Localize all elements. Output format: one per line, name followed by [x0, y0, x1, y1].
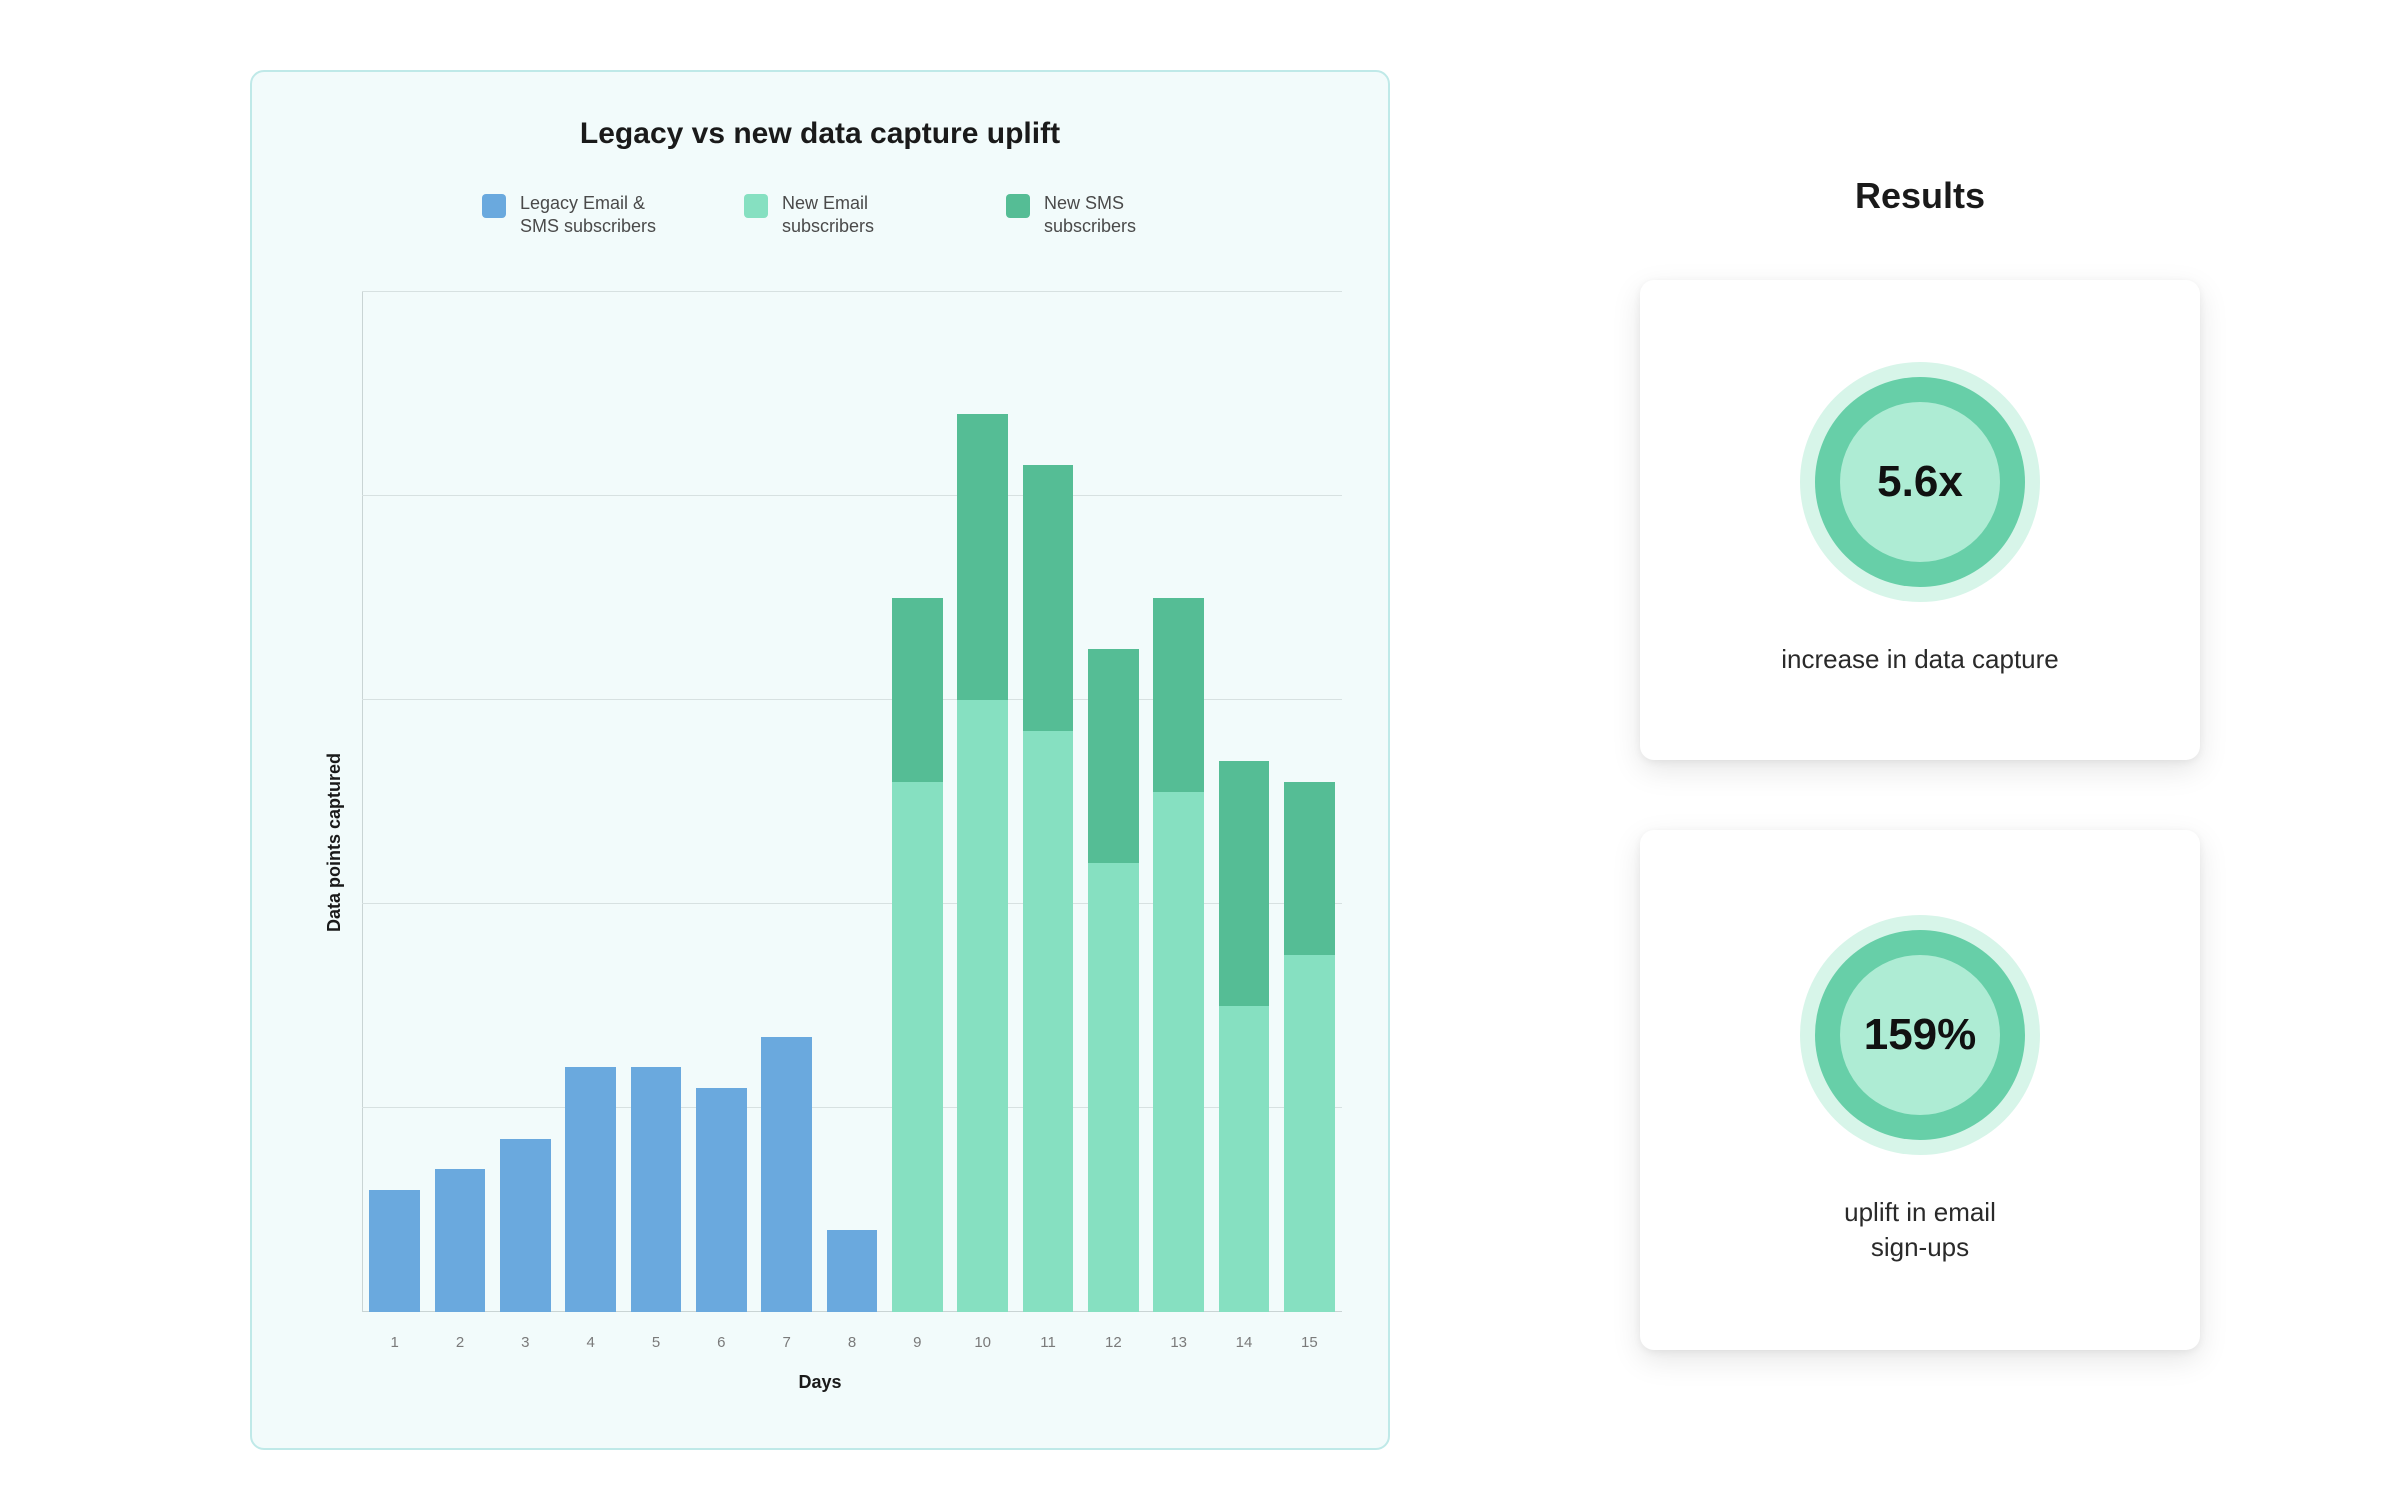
x-tick-label: 11	[1040, 1334, 1056, 1351]
chart-plot-area: 123456789101112131415	[362, 292, 1342, 1312]
legend-item: Legacy Email & SMS subscribers	[482, 192, 680, 237]
x-tick-label: 2	[456, 1334, 464, 1351]
bar-group	[1088, 292, 1139, 1312]
legend-label: New Email subscribers	[782, 192, 942, 237]
bar-segment-legacy	[696, 1088, 747, 1312]
legend-swatch	[744, 194, 768, 218]
bar-segment-legacy	[435, 1169, 486, 1312]
x-tick-label: 4	[586, 1334, 594, 1351]
y-axis-line	[362, 292, 363, 1312]
x-tick-label: 8	[848, 1334, 856, 1351]
x-tick-label: 3	[521, 1334, 529, 1351]
bar-segment-new_email	[1153, 792, 1204, 1312]
legend-label: Legacy Email & SMS subscribers	[520, 192, 680, 237]
bar-segment-new_sms	[1023, 465, 1074, 730]
bar-group	[696, 292, 747, 1312]
bar-group	[1284, 292, 1335, 1312]
bar-segment-new_email	[1088, 863, 1139, 1312]
bar-group	[892, 292, 943, 1312]
chart-card: Legacy vs new data capture uplift Legacy…	[250, 70, 1390, 1450]
bar-segment-legacy	[565, 1067, 616, 1312]
x-tick-label: 1	[390, 1334, 398, 1351]
bar-group	[1219, 292, 1270, 1312]
x-axis-label: Days	[252, 1372, 1388, 1393]
bar-segment-legacy	[369, 1190, 420, 1312]
bar-segment-new_sms	[1219, 761, 1270, 1006]
bar-segment-legacy	[827, 1230, 878, 1312]
kpi-card-data-capture: 5.6x increase in data capture	[1640, 280, 2200, 760]
bar-group	[827, 292, 878, 1312]
bar-segment-new_email	[957, 700, 1008, 1312]
results-title: Results	[1640, 175, 2200, 217]
bar-group	[761, 292, 812, 1312]
chart-title: Legacy vs new data capture uplift	[252, 117, 1388, 151]
bar-group	[631, 292, 682, 1312]
kpi-caption: increase in data capture	[1781, 642, 2059, 677]
x-tick-label: 10	[974, 1334, 991, 1351]
legend-swatch	[1006, 194, 1030, 218]
bar-segment-legacy	[631, 1067, 682, 1312]
legend-swatch	[482, 194, 506, 218]
x-tick-label: 12	[1105, 1334, 1122, 1351]
x-tick-label: 5	[652, 1334, 660, 1351]
bar-segment-new_sms	[1088, 649, 1139, 863]
x-tick-label: 14	[1236, 1334, 1253, 1351]
x-tick-label: 15	[1301, 1334, 1318, 1351]
bar-group	[957, 292, 1008, 1312]
bar-segment-legacy	[761, 1037, 812, 1312]
legend-label: New SMS subscribers	[1044, 192, 1204, 237]
kpi-card-email-uplift: 159% uplift in emailsign-ups	[1640, 830, 2200, 1350]
x-tick-label: 6	[717, 1334, 725, 1351]
x-tick-label: 9	[913, 1334, 921, 1351]
bar-group	[1153, 292, 1204, 1312]
kpi-circle: 5.6x	[1800, 362, 2040, 602]
bar-group	[500, 292, 551, 1312]
chart-legend: Legacy Email & SMS subscribers New Email …	[482, 192, 1204, 237]
bar-group	[369, 292, 420, 1312]
legend-item: New Email subscribers	[744, 192, 942, 237]
bar-segment-new_email	[892, 782, 943, 1312]
bar-segment-new_email	[1219, 1006, 1270, 1312]
kpi-caption: uplift in emailsign-ups	[1844, 1195, 1996, 1265]
bar-segment-new_sms	[957, 414, 1008, 700]
bar-group	[435, 292, 486, 1312]
kpi-value: 5.6x	[1877, 457, 1963, 507]
page-canvas: Legacy vs new data capture uplift Legacy…	[0, 0, 2400, 1508]
x-tick-label: 7	[782, 1334, 790, 1351]
bar-segment-new_sms	[1284, 782, 1335, 955]
y-axis-label: Data points captured	[324, 753, 345, 932]
kpi-value: 159%	[1864, 1010, 1977, 1060]
bar-segment-legacy	[500, 1139, 551, 1312]
legend-item: New SMS subscribers	[1006, 192, 1204, 237]
x-tick-label: 13	[1170, 1334, 1187, 1351]
bar-group	[1023, 292, 1074, 1312]
kpi-circle: 159%	[1800, 915, 2040, 1155]
bar-segment-new_sms	[892, 598, 943, 782]
bar-group	[565, 292, 616, 1312]
bar-segment-new_email	[1023, 731, 1074, 1312]
bar-segment-new_sms	[1153, 598, 1204, 792]
bar-segment-new_email	[1284, 955, 1335, 1312]
